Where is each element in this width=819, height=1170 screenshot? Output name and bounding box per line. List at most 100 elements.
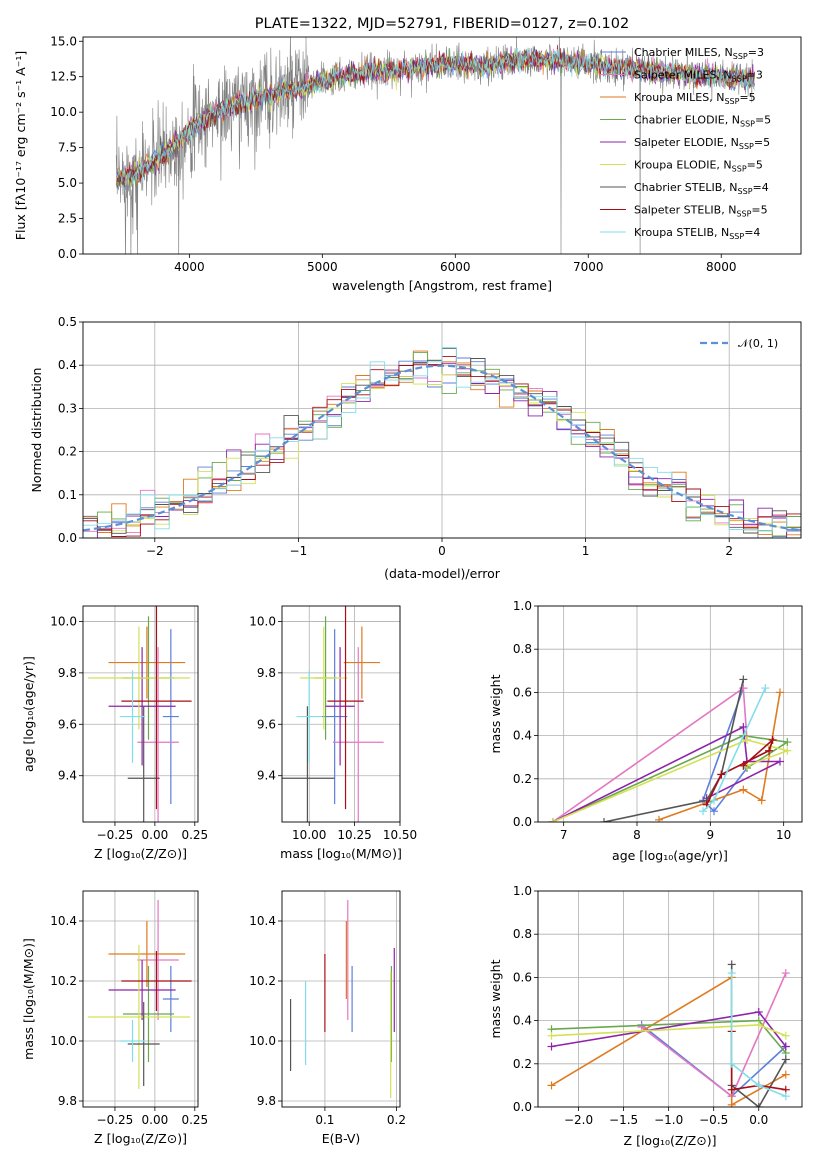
legend-series-name: Kroupa STELIB, N [634, 226, 729, 239]
weight-line-chabrier-stelib [603, 679, 745, 822]
x-tick-label: 6000 [440, 260, 471, 274]
x-tick-label: 9 [707, 828, 715, 842]
x-axis-label: Z [log₁₀(Z/Z⊙)] [94, 1131, 187, 1146]
x-tick-label: −0.25 [97, 1113, 134, 1127]
x-axis-label: E(B-V) [322, 1131, 361, 1146]
x-tick-label: 4000 [174, 260, 205, 274]
legend-nssp: =3 [747, 69, 763, 82]
legend-label: Salpeter ELODIE, NSSP=5 [634, 136, 770, 151]
legend-nssp: =5 [751, 204, 767, 217]
x-tick-label: −2 [146, 544, 164, 558]
legend-label: Kroupa STELIB, NSSP=4 [634, 226, 760, 241]
y-tick-label: 2.5 [58, 212, 77, 226]
x-tick-label: 0.25 [181, 828, 208, 842]
y-axis-label: mass weight [488, 959, 503, 1038]
y-tick-label: 0.0 [58, 531, 77, 545]
y-axis-label: Flux [fλ10⁻¹⁷ erg cm⁻² s⁻¹ A⁻¹] [13, 51, 28, 240]
y-tick-label: 0.4 [513, 1014, 532, 1028]
legend-series-name: Kroupa MILES, N [634, 91, 724, 104]
y-tick-label: 0.3 [58, 401, 77, 415]
mass_vs_Z-errorbars [87, 900, 192, 1089]
y-tick-label: 9.6 [257, 717, 276, 731]
x-tick-label: 10.00 [292, 828, 326, 842]
x-tick-label: 0 [438, 544, 446, 558]
legend-subscript: SSP [724, 97, 739, 106]
y-tick-label: 10.0 [50, 1034, 77, 1048]
y-tick-label: 0.6 [513, 685, 532, 699]
y-axis-label: mass weight [488, 674, 503, 753]
x-axis-label: mass [log₁₀(M/M⊙)] [280, 846, 402, 861]
x-tick-label: 0.00 [142, 828, 169, 842]
legend-subscript: SSP [738, 187, 753, 196]
x-tick-label: 8000 [706, 260, 737, 274]
y-tick-label: 10.4 [249, 914, 276, 928]
model-line-kroupa-stelib [116, 47, 755, 185]
weight_vs_Z-lines [547, 960, 790, 1107]
x-tick-label: 5000 [307, 260, 338, 274]
mass_vs_Z-frame [82, 890, 199, 1108]
x-tick-label: 0.2 [387, 1113, 406, 1127]
x-axis-label: Z [log₁₀(Z/Z⊙)] [624, 1133, 717, 1148]
y-tick-label: 0.5 [58, 315, 77, 329]
y-tick-label: 0.4 [513, 729, 532, 743]
legend-nssp: =5 [739, 91, 755, 104]
mass_vs_ebv-frame [281, 890, 401, 1108]
age_vs_Z-errorbars [87, 606, 192, 822]
y-tick-label: 0.0 [513, 1100, 532, 1114]
y-tick-label: 9.8 [257, 1094, 276, 1108]
y-tick-label: 12.5 [50, 70, 77, 84]
legend-label: Salpeter STELIB, NSSP=5 [634, 204, 768, 219]
y-tick-label: 5.0 [58, 176, 77, 190]
y-tick-label: 0.2 [58, 445, 77, 459]
legend-subscript: SSP [739, 142, 754, 151]
spectrum-frame [82, 36, 802, 255]
spectrum-axes: 4000 5000 6000 7000 8000 0.0 2.5 5.0 7.5 10.0 12.5… [50, 34, 736, 274]
spectrum-lines [115, 37, 755, 254]
age_vs_mass-axes: 10.00 10.25 10.50 9.4 9.6 9.8 10.0 [249, 606, 417, 842]
age_vs_Z-frame [82, 605, 199, 823]
x-axis-label: (data-model)/error [384, 566, 501, 581]
legend-series-name: Salpeter ELODIE, N [634, 136, 739, 149]
x-tick-label: 2 [725, 544, 733, 558]
x-tick-label: 0.25 [181, 1113, 208, 1127]
weight-line-kroupa-stelib [730, 973, 787, 1097]
weight_vs_Z-frame [537, 890, 803, 1108]
legend-nssp: =5 [754, 136, 770, 149]
y-tick-label: 9.6 [58, 717, 77, 731]
legend-series-name: Chabrier MILES, N [634, 46, 733, 59]
x-tick-label: 10.25 [337, 828, 371, 842]
age_vs_mass-errorbars [282, 606, 384, 822]
x-axis-label: wavelength [Angstrom, rest frame] [332, 278, 552, 293]
x-tick-label: 0.0 [749, 1113, 768, 1127]
x-tick-label: 10.50 [383, 828, 417, 842]
age_vs_mass-frame [281, 605, 401, 823]
y-tick-label: 0.4 [58, 358, 77, 372]
legend-subscript: SSP [732, 165, 747, 174]
y-tick-label: 9.4 [257, 769, 276, 783]
x-axis-label: Z [log₁₀(Z/Z⊙)] [94, 846, 187, 861]
histogram-lines [83, 347, 801, 538]
x-tick-label: 7000 [573, 260, 604, 274]
y-tick-label: 0.0 [58, 247, 77, 261]
x-tick-label: 1 [582, 544, 590, 558]
x-tick-label: 0.00 [142, 1113, 169, 1127]
x-tick-label: −0.5 [699, 1113, 728, 1127]
legend-subscript: SSP [733, 52, 748, 61]
y-tick-label: 10.4 [50, 914, 77, 928]
y-tick-label: 9.8 [58, 1094, 77, 1108]
y-tick-label: 10.0 [249, 1034, 276, 1048]
legend-series-name: Chabrier STELIB, N [634, 181, 738, 194]
x-tick-label: −1.5 [609, 1113, 638, 1127]
y-tick-label: 10.0 [50, 105, 77, 119]
y-tick-label: 10.2 [249, 974, 276, 988]
legend-label: Kroupa ELODIE, NSSP=5 [634, 159, 763, 174]
y-tick-label: 0.2 [513, 1057, 532, 1071]
mass_vs_Z-axes: −0.25 0.00 0.25 9.8 10.0 10.2 10.4 [50, 891, 208, 1127]
y-tick-label: 0.1 [58, 488, 77, 502]
legend-series-name: Chabrier ELODIE, N [634, 114, 740, 127]
x-axis-label: age [log₁₀(age/yr)] [612, 848, 728, 863]
legend-series-name: Salpeter MILES, N [634, 69, 732, 82]
legend-label: Chabrier MILES, NSSP=3 [634, 46, 764, 61]
